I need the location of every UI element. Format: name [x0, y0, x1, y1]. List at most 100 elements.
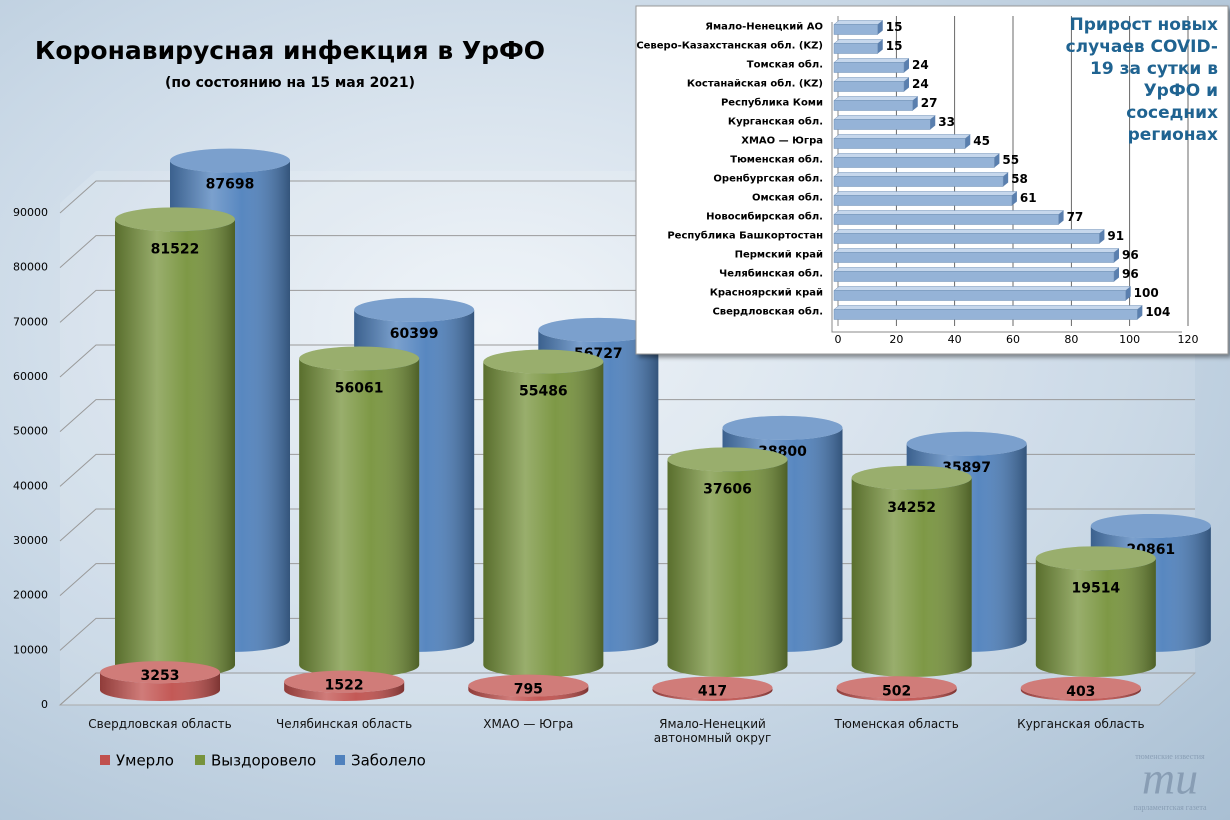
- x-tick-label: Челябинская область: [276, 717, 413, 731]
- bar-end: [904, 77, 909, 92]
- cylinder-shade: [468, 685, 589, 701]
- x-tick-label: ХМАО — Югра: [483, 717, 574, 731]
- bar-end: [1137, 305, 1143, 320]
- bar-top: [833, 77, 910, 82]
- x-tick-label: 80: [1064, 333, 1078, 346]
- x-tick-label: 40: [948, 333, 962, 346]
- bar-top: [833, 172, 1009, 177]
- bar: [833, 176, 1004, 187]
- y-tick-label: 60000: [13, 370, 48, 383]
- bar: [833, 309, 1138, 320]
- bar: [833, 62, 905, 73]
- value-label: 81522: [151, 241, 200, 257]
- y-tick-label: 10000: [13, 643, 48, 656]
- value-label: 502: [882, 683, 911, 699]
- x-tick-label: 20: [889, 333, 903, 346]
- bar-top: [833, 20, 884, 25]
- bar: [833, 100, 913, 111]
- bar-top: [833, 248, 1120, 253]
- cylinder-top-light: [284, 670, 405, 693]
- value-label: 56061: [335, 381, 384, 397]
- value-label: 33: [938, 115, 955, 129]
- cylinder-top-light: [115, 207, 235, 232]
- cylinder-top-light: [354, 297, 475, 322]
- bar-top: [833, 58, 910, 63]
- bar: [833, 119, 931, 130]
- cylinder-shade: [284, 681, 405, 702]
- legend-label: Умерло: [116, 752, 174, 770]
- bar: [833, 214, 1059, 225]
- grid-line: [59, 399, 1195, 433]
- cylinder-top-light: [652, 676, 773, 699]
- y-tick-label: 30000: [13, 534, 48, 547]
- watermark: тюменские известия ти парламентская газе…: [1134, 752, 1207, 812]
- value-label: 96: [1122, 248, 1139, 262]
- value-label: 417: [698, 684, 727, 700]
- bar-end: [1058, 210, 1064, 225]
- bar-end: [1011, 191, 1017, 206]
- cylinder-top-light: [468, 674, 589, 697]
- bar-end: [904, 58, 909, 73]
- cylinder-top-light: [170, 148, 290, 173]
- bar-top: [833, 305, 1144, 310]
- cylinder-shade: [667, 459, 788, 677]
- y-tick-label: Ямало-Ненецкий АО: [705, 22, 823, 33]
- bar: [833, 24, 878, 35]
- chart-title: Коронавирусная инфекция в УрФО: [35, 36, 545, 65]
- cylinder-top: [851, 465, 972, 490]
- cylinder-shade: [299, 358, 420, 677]
- bar-top: [833, 134, 971, 139]
- cylinder-top: [1035, 546, 1156, 571]
- cylinder-top: [115, 207, 235, 232]
- y-tick-label: Тюменская обл.: [730, 154, 823, 166]
- y-tick-label: Новосибирская обл.: [706, 211, 823, 223]
- y-tick-label: Красноярский край: [710, 288, 823, 299]
- cylinder-top-light: [483, 349, 604, 374]
- cylinder-top: [468, 674, 589, 697]
- cylinder-top-light: [836, 676, 957, 699]
- bar-end: [1114, 248, 1119, 263]
- cylinder-top: [1020, 676, 1141, 699]
- y-tick-label: 0: [41, 698, 48, 711]
- x-tick-label: 100: [1119, 333, 1140, 346]
- cylinder-top-light: [1035, 546, 1156, 571]
- y-tick-label: Томская обл.: [747, 59, 823, 71]
- bar-top: [833, 39, 884, 44]
- value-label: 15: [886, 20, 903, 34]
- bar-end: [877, 39, 883, 54]
- value-label: 104: [1145, 305, 1170, 319]
- bar: [833, 252, 1115, 263]
- bar-top: [833, 286, 1132, 291]
- cylinder-top-light: [722, 415, 843, 440]
- y-tick-label: Оренбургская обл.: [713, 173, 823, 185]
- cylinder-top: [906, 431, 1027, 456]
- y-tick-label: Северо-Казахстанская обл. (KZ): [636, 40, 823, 52]
- y-tick-label: 70000: [13, 315, 48, 328]
- y-tick-label: 20000: [13, 589, 48, 602]
- cylinder-shade: [652, 687, 773, 702]
- value-label: 91: [1107, 229, 1124, 243]
- cylinder-shade: [1020, 687, 1141, 701]
- value-label: 15: [886, 39, 903, 53]
- bar: [833, 138, 966, 149]
- value-label: 24: [912, 77, 929, 91]
- legend-swatch: [195, 755, 205, 765]
- value-label: 3253: [141, 668, 180, 684]
- bar-top: [833, 229, 1106, 234]
- cylinder-top: [836, 676, 957, 699]
- bar-top: [833, 153, 1001, 158]
- value-label: 55486: [519, 384, 568, 400]
- bar-end: [1099, 229, 1105, 244]
- value-label: 100: [1134, 286, 1159, 300]
- bar-top: [833, 115, 936, 120]
- cylinder-top: [100, 661, 220, 684]
- bar: [833, 271, 1115, 282]
- value-label: 19514: [1071, 580, 1120, 596]
- x-tick-label: Тюменская область: [834, 717, 959, 731]
- value-label: 61: [1020, 191, 1037, 205]
- cylinder-top-light: [851, 465, 972, 490]
- x-tick-label: 60: [1006, 333, 1020, 346]
- value-label: 1522: [325, 678, 364, 694]
- y-tick-label: Челябинская обл.: [719, 268, 823, 280]
